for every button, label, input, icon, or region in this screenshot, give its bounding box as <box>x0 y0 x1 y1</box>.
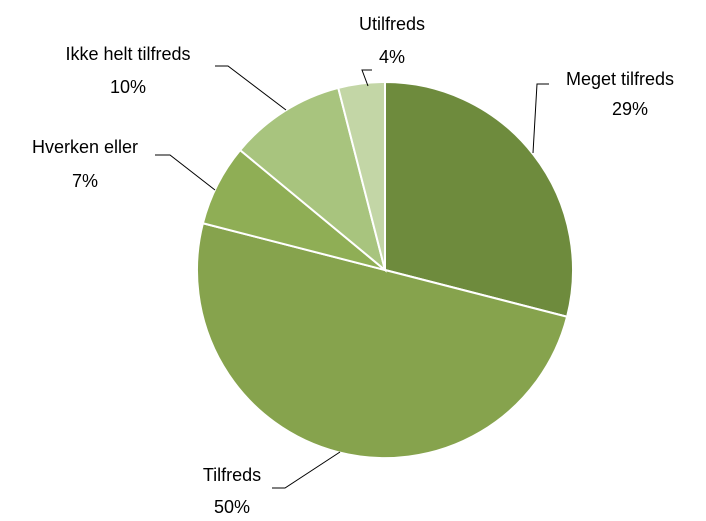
pie-slice <box>196 222 569 459</box>
slice-value: 7% <box>72 171 98 191</box>
slice-value: 4% <box>379 47 405 67</box>
leader-line <box>532 83 549 154</box>
slice-label: Utilfreds <box>359 14 425 34</box>
pie-slice <box>337 80 386 271</box>
leader-line <box>272 451 341 489</box>
leader-line <box>361 69 372 87</box>
slice-value: 29% <box>612 99 648 119</box>
pie-slice <box>238 86 387 273</box>
slice-label: Hverken eller <box>32 137 138 157</box>
slice-label: Ikke helt tilfreds <box>65 44 190 64</box>
slice-label: Meget tilfreds <box>566 69 674 89</box>
leader-line <box>155 154 216 191</box>
slice-value: 50% <box>214 497 250 516</box>
slice-value: 10% <box>110 77 146 97</box>
leader-line <box>215 65 287 111</box>
pie-slice <box>384 80 574 318</box>
slice-label: Tilfreds <box>203 465 261 485</box>
